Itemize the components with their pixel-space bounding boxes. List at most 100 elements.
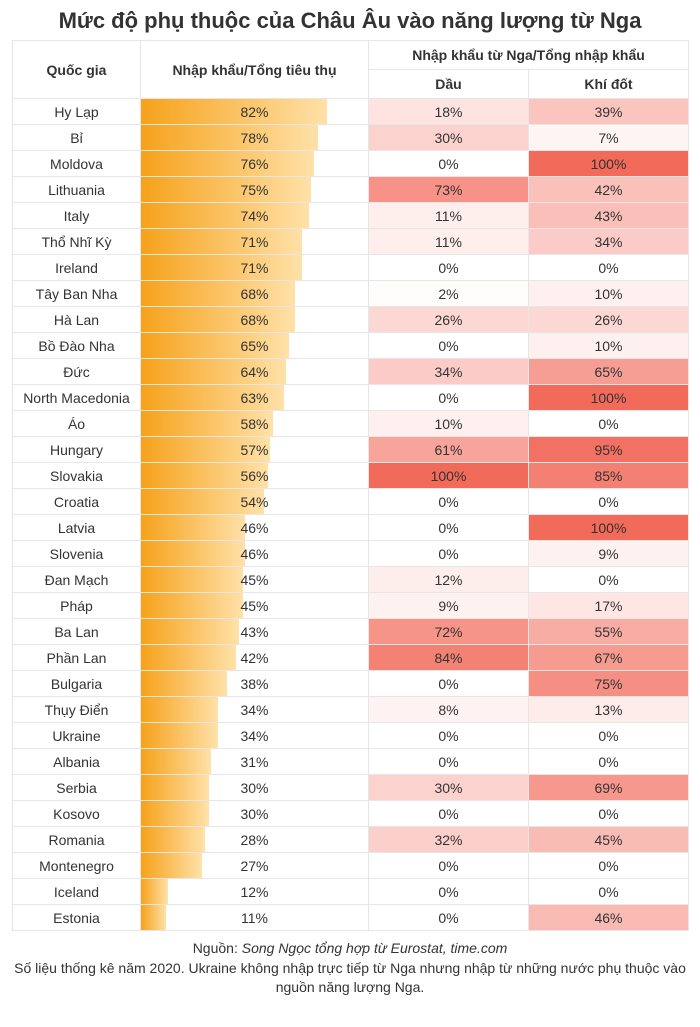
country-cell: Lithuania — [13, 177, 141, 203]
oil-cell: 0% — [369, 541, 529, 567]
oil-cell: 10% — [369, 411, 529, 437]
table-row: Estonia11%0%46% — [13, 905, 689, 931]
import-bar-label: 68% — [141, 281, 368, 306]
import-bar-cell: 11% — [141, 905, 369, 931]
import-bar-label: 74% — [141, 203, 368, 228]
oil-cell: 11% — [369, 229, 529, 255]
country-cell: Serbia — [13, 775, 141, 801]
import-bar-cell: 43% — [141, 619, 369, 645]
table-row: Iceland12%0%0% — [13, 879, 689, 905]
country-cell: Ukraine — [13, 723, 141, 749]
gas-cell: 100% — [529, 385, 689, 411]
import-bar-label: 78% — [141, 125, 368, 150]
country-cell: Đan Mạch — [13, 567, 141, 593]
table-row: Bồ Đào Nha65%0%10% — [13, 333, 689, 359]
table-row: North Macedonia63%0%100% — [13, 385, 689, 411]
gas-cell: 7% — [529, 125, 689, 151]
country-cell: Pháp — [13, 593, 141, 619]
oil-cell: 72% — [369, 619, 529, 645]
source-label: Nguồn: — [193, 940, 242, 956]
header-from-russia: Nhập khẩu từ Nga/Tổng nhập khẩu — [369, 41, 689, 70]
country-cell: Kosovo — [13, 801, 141, 827]
gas-cell: 55% — [529, 619, 689, 645]
country-cell: Italy — [13, 203, 141, 229]
country-cell: Đức — [13, 359, 141, 385]
oil-cell: 12% — [369, 567, 529, 593]
source-text: Song Ngọc tổng hợp từ Eurostat, time.com — [242, 940, 508, 956]
header-gas: Khí đốt — [529, 70, 689, 99]
footnote-note: Số liệu thống kê năm 2020. Ukraine không… — [12, 959, 688, 998]
table-row: Hà Lan68%26%26% — [13, 307, 689, 333]
gas-cell: 26% — [529, 307, 689, 333]
import-bar-cell: 46% — [141, 515, 369, 541]
gas-cell: 39% — [529, 99, 689, 125]
import-bar-cell: 82% — [141, 99, 369, 125]
gas-cell: 34% — [529, 229, 689, 255]
gas-cell: 0% — [529, 255, 689, 281]
country-cell: Moldova — [13, 151, 141, 177]
import-bar-label: 58% — [141, 411, 368, 436]
country-cell: Bỉ — [13, 125, 141, 151]
import-bar-label: 30% — [141, 801, 368, 826]
import-bar-cell: 38% — [141, 671, 369, 697]
table-header: Quốc gia Nhập khẩu/Tổng tiêu thụ Nhập kh… — [13, 41, 689, 99]
import-bar-cell: 28% — [141, 827, 369, 853]
gas-cell: 67% — [529, 645, 689, 671]
import-bar-label: 31% — [141, 749, 368, 774]
table-row: Tây Ban Nha68%2%10% — [13, 281, 689, 307]
import-bar-cell: 30% — [141, 801, 369, 827]
oil-cell: 0% — [369, 255, 529, 281]
import-bar-label: 45% — [141, 567, 368, 592]
oil-cell: 0% — [369, 905, 529, 931]
import-bar-label: 75% — [141, 177, 368, 202]
import-bar-cell: 68% — [141, 281, 369, 307]
import-bar-label: 76% — [141, 151, 368, 176]
country-cell: Hungary — [13, 437, 141, 463]
table-body: Hy Lạp82%18%39%Bỉ78%30%7%Moldova76%0%100… — [13, 99, 689, 931]
oil-cell: 0% — [369, 801, 529, 827]
gas-cell: 10% — [529, 333, 689, 359]
oil-cell: 0% — [369, 515, 529, 541]
oil-cell: 30% — [369, 775, 529, 801]
import-bar-cell: 31% — [141, 749, 369, 775]
country-cell: Latvia — [13, 515, 141, 541]
country-cell: Romania — [13, 827, 141, 853]
import-bar-label: 54% — [141, 489, 368, 514]
data-table: Quốc gia Nhập khẩu/Tổng tiêu thụ Nhập kh… — [12, 40, 689, 931]
import-bar-cell: 64% — [141, 359, 369, 385]
country-cell: Montenegro — [13, 853, 141, 879]
table-row: Hy Lạp82%18%39% — [13, 99, 689, 125]
table-row: Slovenia46%0%9% — [13, 541, 689, 567]
gas-cell: 0% — [529, 801, 689, 827]
import-bar-label: 56% — [141, 463, 368, 488]
import-bar-cell: 71% — [141, 229, 369, 255]
table-row: Đan Mạch45%12%0% — [13, 567, 689, 593]
table-row: Bulgaria38%0%75% — [13, 671, 689, 697]
table-row: Lithuania75%73%42% — [13, 177, 689, 203]
country-cell: Hà Lan — [13, 307, 141, 333]
table-row: Montenegro27%0%0% — [13, 853, 689, 879]
import-bar-cell: 34% — [141, 723, 369, 749]
country-cell: Bulgaria — [13, 671, 141, 697]
import-bar-cell: 54% — [141, 489, 369, 515]
import-bar-cell: 30% — [141, 775, 369, 801]
import-bar-cell: 58% — [141, 411, 369, 437]
import-bar-label: 64% — [141, 359, 368, 384]
gas-cell: 69% — [529, 775, 689, 801]
oil-cell: 100% — [369, 463, 529, 489]
import-bar-cell: 45% — [141, 567, 369, 593]
table-row: Slovakia56%100%85% — [13, 463, 689, 489]
import-bar-cell: 45% — [141, 593, 369, 619]
oil-cell: 0% — [369, 333, 529, 359]
import-bar-label: 30% — [141, 775, 368, 800]
import-bar-cell: 71% — [141, 255, 369, 281]
header-country: Quốc gia — [13, 41, 141, 99]
oil-cell: 11% — [369, 203, 529, 229]
gas-cell: 9% — [529, 541, 689, 567]
import-bar-label: 46% — [141, 515, 368, 540]
import-bar-cell: 57% — [141, 437, 369, 463]
import-bar-cell: 27% — [141, 853, 369, 879]
table-row: Pháp45%9%17% — [13, 593, 689, 619]
table-row: Romania28%32%45% — [13, 827, 689, 853]
import-bar-cell: 12% — [141, 879, 369, 905]
